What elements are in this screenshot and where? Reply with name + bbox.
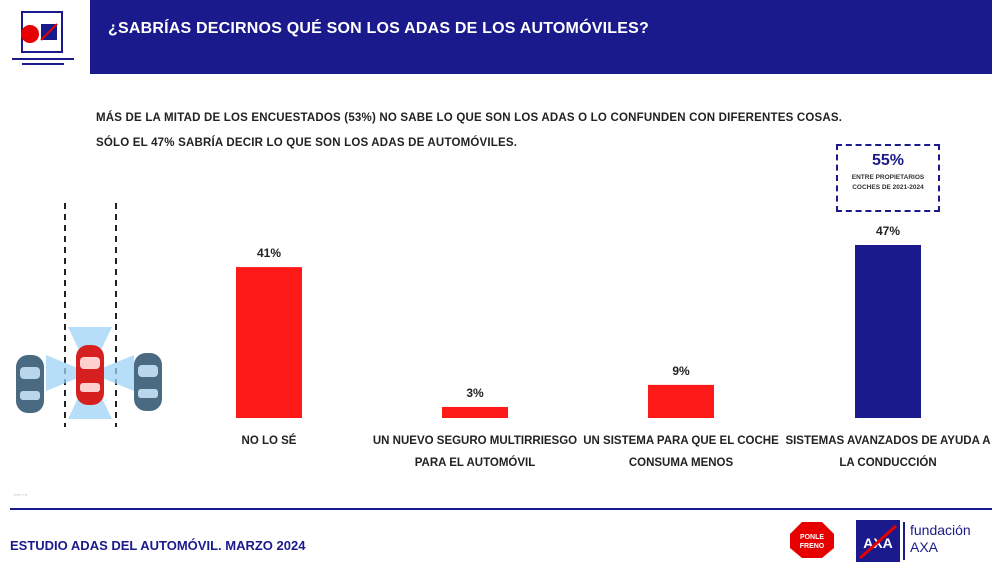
footer-divider [10, 508, 992, 510]
category-label-1: NO LO SÉ [164, 430, 374, 452]
bar-value-label-3: 9% [672, 364, 690, 378]
highlight-value: 55% [871, 152, 905, 169]
ponle-freno-logo-icon: PONLE FRENO [790, 522, 834, 558]
bar-value-label-2: 3% [466, 386, 484, 400]
category-label-line: UN NUEVO SEGURO MULTIRRIESGO [372, 435, 578, 447]
highlight-note: ENTRE PROPIETARIOS COCHES DE 2021-2024 [851, 174, 925, 191]
category-label-line: SISTEMAS AVANZADOS DE AYUDA A [785, 435, 991, 447]
source-note: ▪▪▪▪▪ ▪ ▪▪ [14, 492, 28, 497]
footer-study-title: ESTUDIO ADAS DEL AUTOMÓVIL. MARZO 2024 [10, 538, 306, 553]
fundacion-axa-brand: fundación AXA [910, 522, 971, 556]
axa-logo-icon: AXA [856, 520, 900, 562]
category-label-line: NO LO SÉ [241, 435, 297, 447]
category-label-2: UN NUEVO SEGURO MULTIRRIESGO PARA EL AUTO… [370, 430, 580, 474]
bar-3 [648, 384, 714, 418]
svg-text:PONLE: PONLE [800, 534, 824, 541]
subtitle-line-2: SÓLO EL 47% SABRÍA DECIR LO QUE SON LOS … [96, 137, 518, 149]
category-label-line: PARA EL AUTOMÓVIL [414, 457, 536, 469]
brand-line-2: AXA [910, 539, 939, 555]
cars-adas-illustration-icon [16, 203, 162, 427]
axa-header-logo [8, 6, 78, 70]
category-label-3: UN SISTEMA PARA QUE EL COCHE CONSUMA MENO… [576, 430, 786, 474]
category-label-line: CONSUMA MENOS [628, 457, 734, 469]
bar-4 [855, 245, 921, 418]
bar-value-label-1: 41% [257, 246, 281, 260]
header-bar: ¿SABRÍAS DECIRNOS QUÉ SON LOS ADAS DE LO… [90, 0, 992, 74]
brand-divider [903, 522, 905, 560]
category-label-4: SISTEMAS AVANZADOS DE AYUDA A LA CONDUCCI… [783, 430, 993, 474]
bar-value-label-4: 47% [876, 224, 900, 238]
bar-1 [236, 267, 302, 418]
brand-line-1: fundación [910, 522, 971, 538]
category-label-line: UN SISTEMA PARA QUE EL COCHE [583, 435, 779, 447]
subtitle-line-1: MÁS DE LA MITAD DE LOS ENCUESTADOS (53%)… [96, 112, 843, 124]
category-label-line: LA CONDUCCIÓN [839, 457, 937, 469]
svg-text:FRENO: FRENO [800, 543, 825, 550]
page-title: ¿SABRÍAS DECIRNOS QUÉ SON LOS ADAS DE LO… [108, 20, 649, 37]
bar-2 [442, 406, 508, 418]
highlight-callout: 55% ENTRE PROPIETARIOS COCHES DE 2021-20… [836, 144, 940, 212]
